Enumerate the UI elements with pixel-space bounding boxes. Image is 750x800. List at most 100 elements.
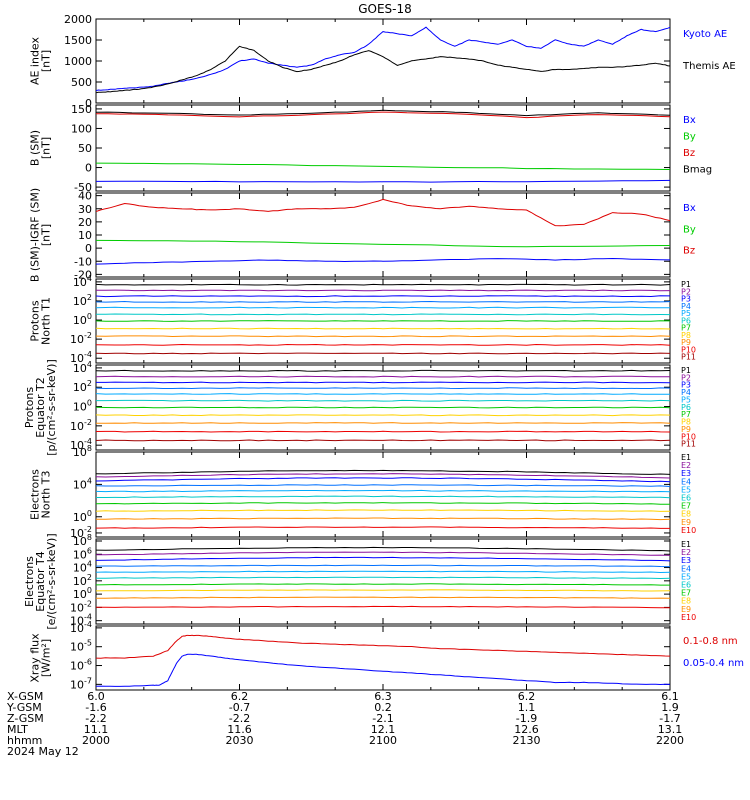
legend-e5: E5 — [681, 572, 691, 581]
y-tick-label: 0 — [85, 242, 92, 255]
legend-p6: P6 — [681, 403, 691, 412]
legend-e8: E8 — [681, 597, 691, 606]
y-tick-label: 10-4 — [70, 620, 92, 635]
series-line-by — [96, 162, 670, 170]
y-tick-label: 102 — [73, 293, 92, 308]
y-axis-label: Electrons — [29, 469, 42, 520]
y-tick-label: 104 — [73, 360, 92, 375]
ephemeris-value: -1.9 — [516, 712, 537, 725]
series-line-0-05-0-4-nm — [96, 653, 670, 687]
series-line-e5 — [96, 489, 670, 493]
ephemeris-value: 2000 — [82, 734, 110, 747]
ephemeris-value: -0.7 — [229, 701, 250, 714]
y-tick-label: 10-7 — [70, 676, 92, 691]
panel-frame — [95, 451, 671, 538]
series-line-kyoto-ae — [96, 26, 670, 92]
ephemeris-value: -1.6 — [85, 701, 106, 714]
ephemeris-row-label: Y-GSM — [6, 701, 42, 714]
y-tick-label: 104 — [73, 476, 92, 491]
panel-xray: 10-7 10-6 10-5 10-4 Xray flux[W/m²] 0.1-0.8 n… — [29, 620, 745, 691]
series-line-e4 — [96, 564, 670, 568]
legend-bz: Bz — [683, 148, 695, 159]
series-line-e3 — [96, 477, 670, 483]
legend-e3: E3 — [681, 469, 691, 478]
series-line-p9 — [96, 422, 670, 424]
series-line-e4 — [96, 484, 670, 487]
y-tick-label: 10 — [78, 229, 92, 242]
series-line-p7 — [96, 320, 670, 322]
ephemeris-row-label: hhmm — [7, 734, 42, 747]
series-line-p2 — [96, 289, 670, 292]
series-line-p5 — [96, 393, 670, 395]
legend-themis-ae: Themis AE — [682, 61, 736, 72]
y-tick-label: 10-4 — [70, 437, 92, 452]
y-axis-label: North T1 — [40, 297, 53, 345]
y-tick-label: 20 — [78, 216, 92, 229]
y-tick-label: -20 — [74, 268, 92, 281]
legend-0-1-0-8-nm: 0.1-0.8 nm — [683, 636, 738, 647]
y-axis-label: [nT] — [40, 50, 53, 72]
series-line-p10 — [96, 343, 670, 346]
ephemeris-value: 12.1 — [371, 723, 396, 736]
legend-p9: P9 — [681, 425, 691, 434]
y-axis-label: [p/(cm²-s-sr-keV)] — [45, 359, 58, 456]
y-tick-label: 108 — [73, 444, 92, 459]
legend-p8: P8 — [681, 418, 691, 427]
panel-frame — [95, 625, 671, 691]
y-axis-label: Equator T2 — [34, 377, 47, 437]
y-axis-label: [nT] — [40, 137, 53, 159]
ephemeris-value: 2030 — [226, 734, 254, 747]
y-tick-label: 104 — [73, 274, 92, 289]
y-tick-label: 10-2 — [70, 599, 92, 614]
y-tick-label: 10-2 — [70, 418, 92, 433]
series-line-e5 — [96, 570, 670, 574]
series-line-p4 — [96, 387, 670, 390]
y-tick-label: 100 — [73, 509, 92, 524]
legend-e1: E1 — [681, 453, 691, 462]
series-line-e9 — [96, 517, 670, 521]
ephemeris-value: 11.6 — [227, 723, 252, 736]
y-tick-label: 40 — [78, 190, 92, 203]
panel-bsm: -50 0 50 100 150 B (SM)[nT] Bx By Bz Bmag — [29, 103, 713, 194]
y-tick-label: 102 — [73, 379, 92, 394]
ephemeris-value: 11.1 — [84, 723, 109, 736]
ephemeris-value: 2100 — [369, 734, 397, 747]
y-tick-label: 0 — [85, 97, 92, 110]
legend-e10: E10 — [681, 613, 696, 622]
ephemeris-value: 6.0 — [87, 690, 105, 703]
legend-e4: E4 — [681, 564, 691, 573]
series-line-e10 — [96, 605, 670, 609]
y-tick-label: 100 — [73, 312, 92, 327]
y-tick-label: 2000 — [64, 13, 92, 26]
series-line-p3 — [96, 381, 670, 384]
legend-p8: P8 — [681, 331, 691, 340]
panel-ae: 0 500 1000 1500 2000 AE index[nT] Kyoto AE Them… — [29, 13, 736, 110]
legend-bmag: Bmag — [683, 165, 712, 176]
legend-e2: E2 — [681, 548, 691, 557]
legend-e7: E7 — [681, 502, 691, 511]
ephemeris-row-label: X-GSM — [7, 690, 43, 703]
legend-p5: P5 — [681, 395, 691, 404]
legend-p7: P7 — [681, 324, 691, 333]
series-line-bx — [96, 179, 670, 183]
series-line-e3 — [96, 556, 670, 562]
ephemeris-value: 2130 — [513, 734, 541, 747]
series-line-e6 — [96, 495, 670, 499]
series-line-p11 — [96, 439, 670, 442]
series-line-0-1-0-8-nm — [96, 634, 670, 659]
legend-p1: P1 — [681, 280, 691, 289]
y-axis-label: Protons — [23, 387, 36, 428]
y-tick-label: 100 — [73, 586, 92, 601]
legend-p4: P4 — [681, 388, 691, 397]
y-tick-label: 500 — [71, 76, 92, 89]
ephemeris-value: 6.1 — [661, 690, 679, 703]
series-line-e10 — [96, 526, 670, 529]
ephemeris-value: 6.3 — [374, 690, 392, 703]
y-axis-label: [e/(cm²-s-sr-keV)] — [45, 533, 58, 629]
series-line-bx — [96, 257, 670, 265]
y-tick-label: 10-2 — [70, 525, 92, 540]
ephemeris-value: 1.1 — [518, 701, 536, 714]
legend-e6: E6 — [681, 581, 691, 590]
